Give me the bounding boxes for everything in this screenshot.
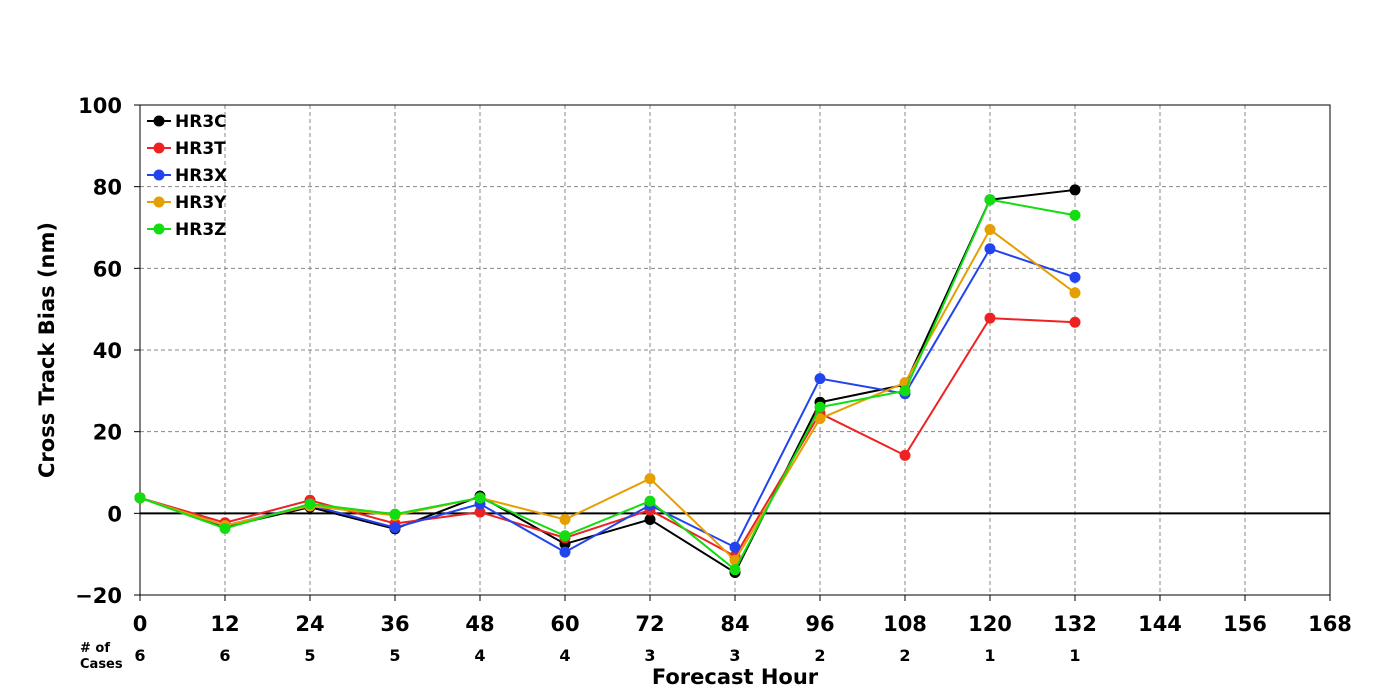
series-line <box>139 247 1076 554</box>
legend: HR3C HR3T HR3X HR3Y HR3Z <box>147 112 227 240</box>
legend-marker <box>153 142 165 154</box>
data-point <box>389 522 401 534</box>
y-tick-label: −20 <box>75 584 122 608</box>
x-tick-label: 156 <box>1223 612 1267 636</box>
data-point <box>644 473 656 485</box>
data-point <box>1069 184 1081 196</box>
data-point <box>134 492 146 504</box>
data-point <box>984 243 996 255</box>
series-hr3z <box>134 194 1081 576</box>
x-tick-label: 36 <box>380 612 409 636</box>
case-count-label: 1 <box>1069 646 1080 665</box>
x-tick-label: 108 <box>883 612 927 636</box>
case-count-label: 2 <box>814 646 825 665</box>
y-axis-ticks: −20 0 20 40 60 80 100 <box>75 94 140 608</box>
x-tick-label: 132 <box>1053 612 1097 636</box>
data-point <box>729 541 741 553</box>
data-point <box>729 564 741 576</box>
case-count-label: 6 <box>134 646 145 665</box>
data-point <box>304 498 316 510</box>
x-tick-label: 60 <box>550 612 579 636</box>
y-tick-label: 20 <box>93 421 122 445</box>
data-point <box>559 513 571 525</box>
legend-marker <box>153 223 165 235</box>
case-count-label: 6 <box>219 646 230 665</box>
y-tick-label: 80 <box>93 176 122 200</box>
y-tick-label: 60 <box>93 257 122 281</box>
x-tick-label: 84 <box>720 612 749 636</box>
legend-label: HR3C <box>175 112 227 132</box>
data-point <box>474 506 486 518</box>
legend-label: HR3X <box>175 166 227 186</box>
case-count-label: 3 <box>729 646 740 665</box>
case-count-label: 5 <box>304 646 315 665</box>
x-axis-title: Forecast Hour <box>652 665 819 689</box>
cases-title-line1: # of <box>80 641 110 656</box>
data-point <box>474 492 486 504</box>
data-point <box>984 224 996 236</box>
legend-label: HR3Y <box>175 193 227 213</box>
legend-item-hr3y: HR3Y <box>147 193 227 213</box>
legend-marker <box>153 196 165 208</box>
data-point <box>899 385 911 397</box>
cases-title-line2: Cases <box>80 657 123 672</box>
legend-item-hr3t: HR3T <box>147 139 226 159</box>
x-tick-label: 144 <box>1138 612 1182 636</box>
series-line <box>139 228 1076 562</box>
case-count-label: 5 <box>389 646 400 665</box>
case-counts: 6 6 5 5 4 4 3 3 2 2 1 1 <box>134 646 1080 665</box>
series-line <box>139 188 1076 574</box>
legend-item-hr3z: HR3Z <box>147 220 226 240</box>
case-count-label: 3 <box>644 646 655 665</box>
data-point <box>1069 316 1081 328</box>
y-tick-label: 40 <box>93 339 122 363</box>
x-tick-label: 120 <box>968 612 1012 636</box>
x-tick-label: 0 <box>133 612 148 636</box>
y-tick-label: 100 <box>78 94 122 118</box>
x-tick-label: 96 <box>805 612 834 636</box>
x-axis-ticks: 0 12 24 36 48 60 72 84 96 108 120 132 144 156 168 <box>133 595 1352 636</box>
data-point <box>559 546 571 558</box>
data-point <box>814 401 826 413</box>
data-point <box>899 449 911 461</box>
y-tick-label: 0 <box>107 502 122 526</box>
data-point <box>219 522 231 534</box>
series-lines <box>134 184 1081 579</box>
data-point <box>1069 209 1081 221</box>
data-point <box>984 312 996 324</box>
x-tick-label: 24 <box>295 612 324 636</box>
legend-label: HR3Z <box>175 220 226 240</box>
legend-marker <box>153 169 165 181</box>
data-point <box>644 495 656 507</box>
series-line <box>139 198 1076 572</box>
data-point <box>559 530 571 542</box>
x-tick-label: 72 <box>635 612 664 636</box>
legend-label: HR3T <box>175 139 226 159</box>
x-tick-label: 168 <box>1308 612 1352 636</box>
case-count-label: 2 <box>899 646 910 665</box>
legend-item-hr3c: HR3C <box>147 112 227 132</box>
data-point <box>389 508 401 520</box>
case-count-label: 4 <box>474 646 485 665</box>
data-point <box>644 513 656 525</box>
case-count-label: 1 <box>984 646 995 665</box>
legend-item-hr3x: HR3X <box>147 166 227 186</box>
x-tick-label: 48 <box>465 612 494 636</box>
grid-lines <box>140 105 1330 595</box>
data-point <box>814 413 826 425</box>
data-point <box>984 194 996 206</box>
legend-marker <box>153 115 165 127</box>
case-count-label: 4 <box>559 646 570 665</box>
data-point <box>1069 287 1081 299</box>
series-line <box>139 317 1076 558</box>
x-tick-label: 12 <box>210 612 239 636</box>
y-axis-title: Cross Track Bias (nm) <box>35 222 59 478</box>
data-point <box>814 373 826 385</box>
data-point <box>1069 271 1081 283</box>
